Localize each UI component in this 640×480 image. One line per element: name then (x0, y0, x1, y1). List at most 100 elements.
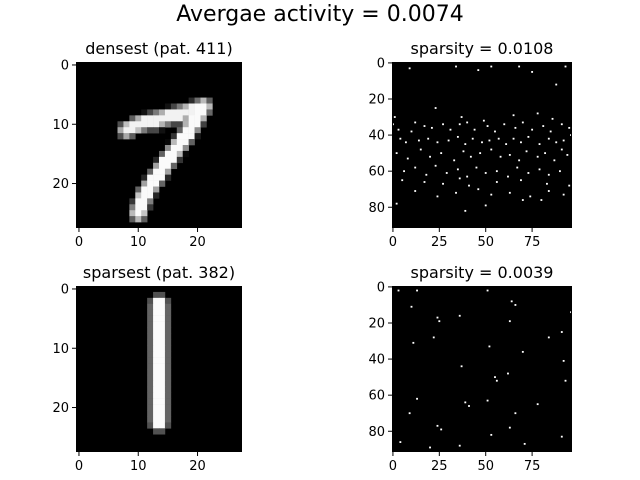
pixel (153, 369, 160, 376)
active-unit (527, 172, 530, 174)
pixel (164, 351, 172, 358)
pixel (194, 121, 201, 128)
active-unit (438, 320, 441, 323)
pixel (206, 109, 213, 116)
pixel (153, 162, 160, 170)
panel-3: sparsest (pat. 382) 0 10 20 0 10 20 (52, 263, 242, 474)
active-unit (529, 195, 532, 198)
active-unit (460, 365, 463, 368)
pixel (164, 297, 172, 305)
active-unit (395, 152, 398, 155)
y-axis: 0 10 20 (52, 58, 76, 192)
axes-frame (76, 62, 242, 228)
y-tick-label: 40 (368, 353, 385, 368)
active-unit (490, 433, 493, 436)
pixel (200, 115, 207, 122)
active-unit (560, 331, 563, 333)
pixel (147, 327, 154, 334)
x-tick-label: 0 (75, 235, 83, 250)
pixel (182, 115, 189, 122)
pixel (135, 192, 142, 199)
pixel (176, 127, 184, 134)
pixel (153, 327, 160, 334)
active-unit (423, 125, 426, 127)
pixel (159, 121, 166, 128)
active-unit (520, 179, 522, 182)
y-tick-label: 0 (61, 282, 69, 297)
pixel (141, 127, 148, 134)
active-unit (488, 345, 491, 348)
pixel (159, 180, 166, 187)
active-unit (551, 117, 554, 120)
active-unit (520, 141, 522, 144)
image-area (76, 62, 242, 228)
pixel (147, 297, 154, 305)
pixel (147, 374, 154, 382)
active-unit (510, 300, 513, 303)
active-unit (429, 155, 431, 158)
pixel (182, 109, 189, 116)
pixel (153, 374, 160, 382)
active-unit (471, 137, 474, 140)
pixel (147, 127, 154, 134)
pixel (117, 133, 124, 140)
active-unit (399, 441, 402, 443)
pixel (176, 115, 184, 122)
active-unit (514, 304, 517, 306)
active-unit (423, 181, 426, 183)
pixel (188, 139, 195, 146)
active-unit (484, 204, 487, 207)
pixel (153, 428, 160, 435)
pixel (147, 386, 154, 394)
image-area (76, 286, 242, 452)
pixel (170, 109, 178, 116)
pixel (135, 204, 142, 211)
panel-title: sparsest (pat. 382) (83, 263, 235, 282)
pixel (176, 139, 184, 146)
pixel (206, 97, 213, 104)
active-unit (399, 137, 402, 140)
pixel (153, 168, 160, 175)
pixel (117, 121, 124, 128)
pixel (164, 416, 172, 423)
active-unit (566, 154, 569, 156)
active-unit (447, 139, 450, 142)
active-unit (495, 181, 498, 183)
active-unit (486, 399, 489, 402)
pixel (164, 162, 172, 170)
pixel (164, 303, 172, 311)
active-unit (546, 182, 548, 185)
pixel (164, 115, 172, 122)
pixel (159, 410, 166, 417)
pixel (164, 422, 172, 429)
pixel (153, 309, 160, 316)
pixel (159, 162, 166, 170)
pixel (141, 198, 148, 205)
x-axis: 0 25 50 75 (389, 228, 540, 250)
pixel (135, 115, 142, 122)
active-unit (521, 199, 524, 201)
pixel (153, 386, 160, 394)
pixel (147, 186, 154, 193)
pixel (153, 192, 160, 199)
pixel (159, 150, 166, 158)
active-unit (531, 71, 534, 73)
pixel (147, 345, 154, 352)
active-unit (416, 397, 418, 400)
active-unit (507, 372, 509, 375)
pixel (159, 351, 166, 358)
active-unit (503, 123, 506, 126)
pixel (188, 133, 195, 140)
pixel (164, 109, 172, 116)
pixel (194, 109, 201, 116)
active-unit (549, 130, 552, 133)
active-unit (462, 150, 465, 153)
y-tick-label: 20 (368, 316, 385, 331)
active-unit (495, 379, 498, 382)
pixel (159, 339, 166, 346)
active-unit (410, 305, 413, 308)
x-tick-label: 10 (130, 459, 147, 474)
pixel (159, 168, 166, 175)
pixel (182, 139, 189, 146)
